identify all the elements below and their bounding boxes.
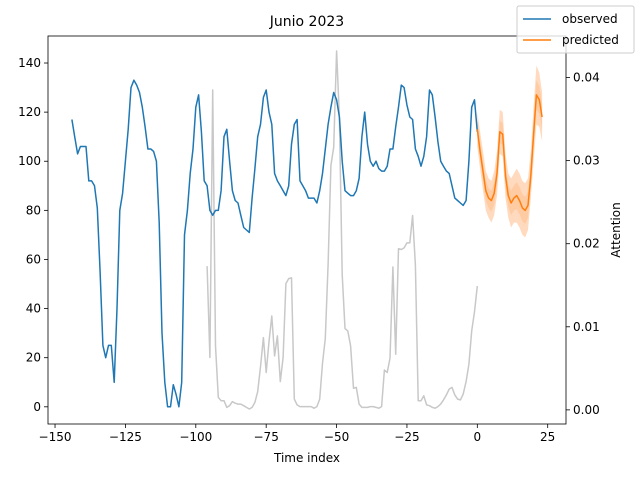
x-tick-label: −125: [109, 430, 142, 444]
x-tick-label: −100: [179, 430, 212, 444]
y-tick-label: 100: [18, 154, 41, 168]
legend-label-predicted: predicted: [562, 33, 619, 47]
plot-area: [71, 50, 543, 410]
legend-label-observed: observed: [562, 12, 618, 26]
chart-title: Junio 2023: [269, 14, 344, 30]
x-axis: −150 −125 −100 −75 −50 −25 0 25: [39, 424, 555, 444]
x-tick-label: 25: [540, 430, 555, 444]
x-tick-label: −25: [394, 430, 419, 444]
axes-frame: [47, 35, 567, 425]
y-tick-label: 40: [26, 302, 41, 316]
y-tick-label: 20: [26, 351, 41, 365]
x-axis-label: Time index: [273, 451, 340, 465]
y2-axis-label: Attention: [609, 202, 623, 257]
y2-tick-label: 0.01: [573, 320, 600, 334]
y-tick-label: 140: [18, 56, 41, 70]
prediction-band-inner: [477, 80, 543, 224]
predicted-line: [476, 94, 543, 212]
y2-tick-label: 0.03: [573, 154, 600, 168]
x-tick-label: −75: [254, 430, 279, 444]
y2-tick-label: 0.00: [573, 403, 600, 417]
x-tick-label: −150: [39, 430, 72, 444]
y-tick-label: 80: [26, 203, 41, 217]
y2-tick-label: 0.04: [573, 71, 600, 85]
x-tick-label: −50: [324, 430, 349, 444]
legend: observed predicted: [516, 5, 635, 54]
y2-axis: 0.00 0.01 0.02 0.03 0.04: [566, 71, 600, 417]
y-tick-label: 0: [33, 400, 41, 414]
y2-tick-label: 0.02: [573, 237, 600, 251]
x-tick-label: 0: [474, 430, 482, 444]
y-axis: 0 20 40 60 80 100 120 140: [18, 56, 48, 414]
legend-box: [516, 5, 635, 54]
y-tick-label: 120: [18, 105, 41, 119]
observed-line: [71, 79, 479, 408]
y-tick-label: 60: [26, 252, 41, 266]
attention-line: [206, 50, 479, 410]
